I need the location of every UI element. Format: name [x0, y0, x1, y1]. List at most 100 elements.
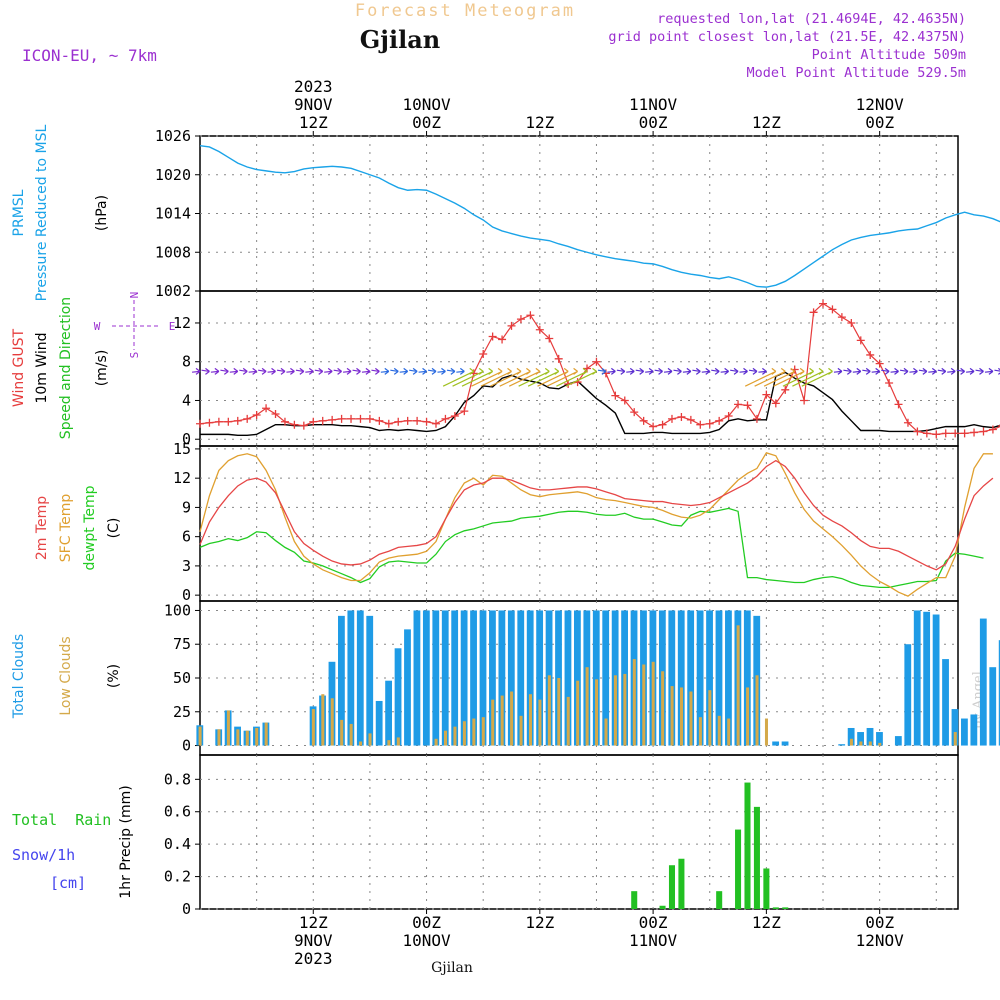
wind-direction-arrowhead	[554, 367, 560, 375]
gust-point	[431, 419, 440, 428]
low-cloud-bar	[311, 709, 315, 746]
total-cloud-bar	[961, 718, 968, 746]
wind-direction-arrowhead	[950, 367, 956, 375]
gust-point	[649, 422, 658, 431]
wind-direction-arrow	[380, 370, 389, 373]
precip-ytick-label: 0	[182, 900, 191, 918]
gust-point	[932, 430, 941, 439]
wind-direction-arrow	[843, 369, 852, 372]
gust-point	[866, 350, 875, 359]
cloud-panel-labels: Total Clouds Low Clouds (%)	[11, 634, 122, 719]
temp-panel: 0 3 6 9 12 15	[173, 440, 959, 604]
precip-frame	[199, 754, 959, 910]
gust-point	[743, 401, 752, 410]
gust-point	[752, 414, 761, 423]
low-cloud-bar	[491, 699, 495, 746]
gust-point	[903, 418, 912, 427]
compass-rose: W E N S	[94, 292, 176, 359]
gust-point	[347, 414, 356, 423]
wind-direction-arrowhead	[582, 367, 588, 375]
gust-point	[365, 414, 374, 423]
gust-point	[214, 417, 223, 426]
model-label: ICON-EU, ~ 7km	[22, 46, 157, 65]
low-cloud-bar	[670, 686, 674, 746]
wind-direction-arrowhead	[205, 367, 210, 375]
top-time-label: 12NOV	[856, 95, 905, 114]
total-cloud-bar	[507, 610, 515, 746]
wind-direction-arrowhead	[724, 367, 729, 375]
bottom-time-label: 00Z	[865, 913, 894, 932]
wind-direction-arrowhead	[780, 367, 786, 375]
wind-direction-arrow	[333, 369, 342, 372]
total-cloud-bar	[951, 709, 959, 746]
rain-bar	[631, 891, 638, 909]
wind-direction-arrow	[881, 369, 890, 372]
wind-direction-arrowhead	[658, 367, 663, 375]
top-time-label: 11NOV	[629, 95, 678, 114]
total-cloud-bar	[460, 610, 468, 746]
low-cloud-bar	[453, 726, 457, 746]
wind-ytick-label: 8	[182, 353, 191, 371]
cloud-ytick-label: 100	[164, 601, 191, 619]
total-cloud-bar	[451, 610, 459, 746]
rain-bar	[763, 868, 770, 909]
wind-direction-arrowhead	[223, 367, 229, 375]
total-cloud-bar	[743, 610, 751, 746]
gust-point	[847, 318, 856, 327]
low-cloud-bar	[613, 675, 617, 746]
rain-bar	[744, 782, 751, 909]
gust-label: Wind GUST	[11, 328, 27, 407]
wind-direction-arrow	[928, 370, 937, 373]
low-cloud-bar	[264, 722, 268, 746]
wind-direction-arrowhead	[733, 367, 739, 375]
wind-direction-arrowhead	[875, 367, 881, 375]
wind-direction-arrow	[220, 369, 229, 372]
wind-direction-arrowhead	[714, 367, 720, 375]
wind-direction-arrowhead	[752, 367, 758, 375]
wind-direction-arrow	[663, 370, 673, 373]
wind-direction-arrowhead	[667, 367, 673, 375]
gust-point	[498, 335, 507, 344]
gust-point	[677, 412, 686, 421]
temp-ytick-label: 3	[182, 557, 191, 575]
wind-direction-arrow	[267, 370, 276, 373]
wind-direction-arrow	[956, 369, 965, 372]
low-cloud-bar	[689, 691, 693, 746]
wind-direction-arrowhead	[544, 367, 550, 375]
wind-direction-arrowhead	[252, 367, 257, 375]
total-cloud-bar	[489, 610, 496, 746]
total-cloud-bar	[696, 610, 704, 746]
rain-bar	[772, 907, 779, 909]
bottom-time-label: 11NOV	[629, 931, 678, 950]
wind-direction-arrowhead	[743, 367, 748, 375]
gust-point	[526, 311, 535, 320]
temp-ytick-label: 12	[173, 469, 191, 487]
low-cloud-bar	[368, 733, 372, 746]
wind-line	[200, 371, 1000, 437]
wind-direction-arrowhead	[790, 367, 796, 375]
gust-point	[922, 429, 931, 438]
wind-direction-arrowhead	[308, 367, 314, 375]
gust-point	[894, 400, 903, 409]
wind-direction-arrowhead	[195, 367, 201, 375]
top-time-label: 12Z	[299, 113, 328, 132]
low-cloud-bar	[396, 737, 400, 746]
gust-point	[979, 427, 988, 436]
gust-point	[611, 391, 620, 400]
gust-point	[271, 410, 280, 419]
bottom-time-label: 12Z	[752, 913, 781, 932]
pressure-ytick-label: 1008	[155, 243, 191, 261]
pressure-label-1: PRMSL	[11, 189, 27, 236]
snow-label: Snow/1h	[12, 846, 75, 864]
gust-point	[800, 396, 809, 405]
wind-direction-arrow	[994, 369, 1000, 372]
temp-ytick-label: 15	[173, 440, 191, 458]
total-cloud-bar	[932, 614, 940, 746]
low-cloud-bar	[623, 673, 627, 746]
low-cloud-bar	[557, 678, 561, 746]
wind-direction-arrowhead	[677, 367, 682, 375]
wind-direction-arrow	[258, 369, 267, 372]
low-cloud-bar	[868, 741, 872, 746]
wind-direction-arrowhead	[894, 367, 899, 375]
